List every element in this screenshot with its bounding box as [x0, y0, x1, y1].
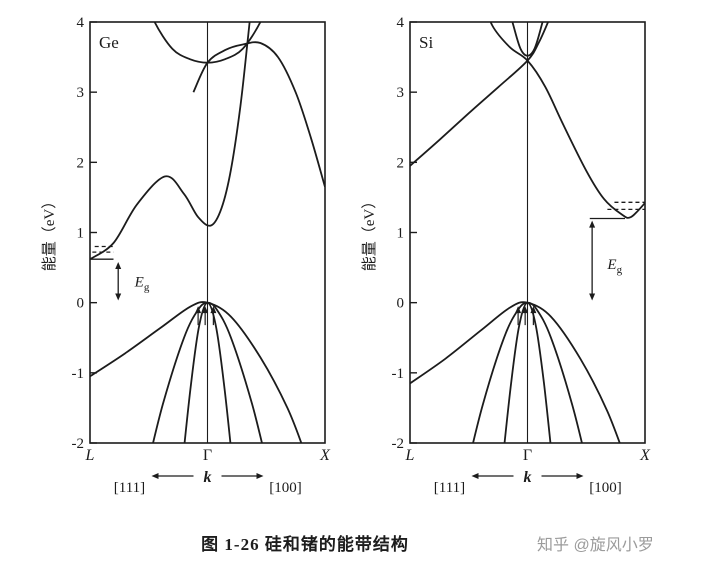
series-conduction-rising-branch: [410, 22, 550, 167]
eg-arrow-head-top: [115, 261, 122, 269]
eg-arrow-head-top: [589, 220, 596, 228]
y-tick-label: -1: [72, 366, 85, 382]
panel-title: Si: [419, 33, 433, 52]
series-conduction-100-branch: [192, 41, 325, 188]
vb-arrow-head: [522, 306, 529, 314]
band-curves: [90, 22, 325, 443]
y-tick-label: 2: [77, 155, 85, 171]
y-tick-label: 3: [77, 85, 85, 101]
x-tick-label: X: [319, 447, 331, 464]
k-arrow-left-head: [151, 473, 159, 479]
y-tick-label: 1: [397, 226, 405, 242]
x-tick-label: L: [405, 447, 415, 464]
eg-arrow-head-bottom: [115, 293, 122, 301]
panel-title: Ge: [99, 33, 119, 52]
y-tick-label: -2: [72, 436, 85, 452]
band-curves: [410, 22, 645, 443]
eg-label: Eg: [134, 275, 150, 294]
figure-caption: 图 1-26 硅和锗的能带结构: [201, 535, 409, 554]
band-structure-figure: 4 3 2 1 0 -1 -2 能量（eV） Ge L Γ X Eg k [111] [100] 4 3 2 1 0 -1…: [41, 15, 651, 496]
vb-arrow-head: [530, 306, 537, 314]
vb-arrow-head: [515, 306, 522, 314]
y-tick-label: 0: [397, 296, 405, 312]
x-tick-label: Γ: [523, 447, 532, 464]
k-arrow-right-head: [256, 473, 264, 479]
eg-label: Eg: [606, 257, 622, 276]
y-axis-label: 能量（eV）: [41, 194, 58, 272]
direction-100-label: [100]: [269, 480, 302, 496]
direction-111-label: [111]: [114, 480, 145, 496]
vb-arrow-head: [210, 306, 217, 314]
k-label: k: [204, 469, 212, 486]
vb-arrow-head: [202, 306, 209, 314]
series-conduction-gamma-upper: [511, 22, 544, 57]
panel-si: 4 3 2 1 0 -1 -2 能量（eV） Si L Γ X Eg k [111] [100]: [361, 15, 651, 496]
x-tick-label: Γ: [203, 447, 212, 464]
panel-ge: 4 3 2 1 0 -1 -2 能量（eV） Ge L Γ X Eg k [111] [100]: [41, 15, 331, 496]
direction-111-label: [111]: [434, 480, 465, 496]
y-tick-label: 1: [77, 226, 85, 242]
y-tick-label: 0: [77, 296, 85, 312]
series-valence-heavy-hole: [90, 301, 303, 443]
y-tick-label: 4: [397, 15, 405, 31]
direction-100-label: [100]: [589, 480, 622, 496]
y-tick-label: 3: [397, 85, 405, 101]
y-tick-label: 2: [397, 155, 405, 171]
series-conduction-delta-valley: [489, 22, 645, 219]
k-arrow-right-head: [576, 473, 584, 479]
series-valence-splitoff: [503, 301, 552, 443]
k-arrow-left-head: [471, 473, 479, 479]
x-tick-label: X: [639, 447, 651, 464]
x-tick-label: L: [85, 447, 95, 464]
y-tick-label: 4: [77, 15, 85, 31]
series-conduction-L-valley: [90, 22, 251, 260]
k-label: k: [524, 469, 532, 486]
eg-arrow-head-bottom: [589, 293, 596, 301]
y-tick-label: -1: [392, 366, 405, 382]
watermark: 知乎 @旋风小罗: [537, 537, 654, 554]
series-valence-splitoff: [183, 301, 232, 443]
y-tick-label: -2: [392, 436, 405, 452]
vb-arrow-head: [195, 306, 202, 314]
y-axis-label: 能量（eV）: [361, 194, 378, 272]
